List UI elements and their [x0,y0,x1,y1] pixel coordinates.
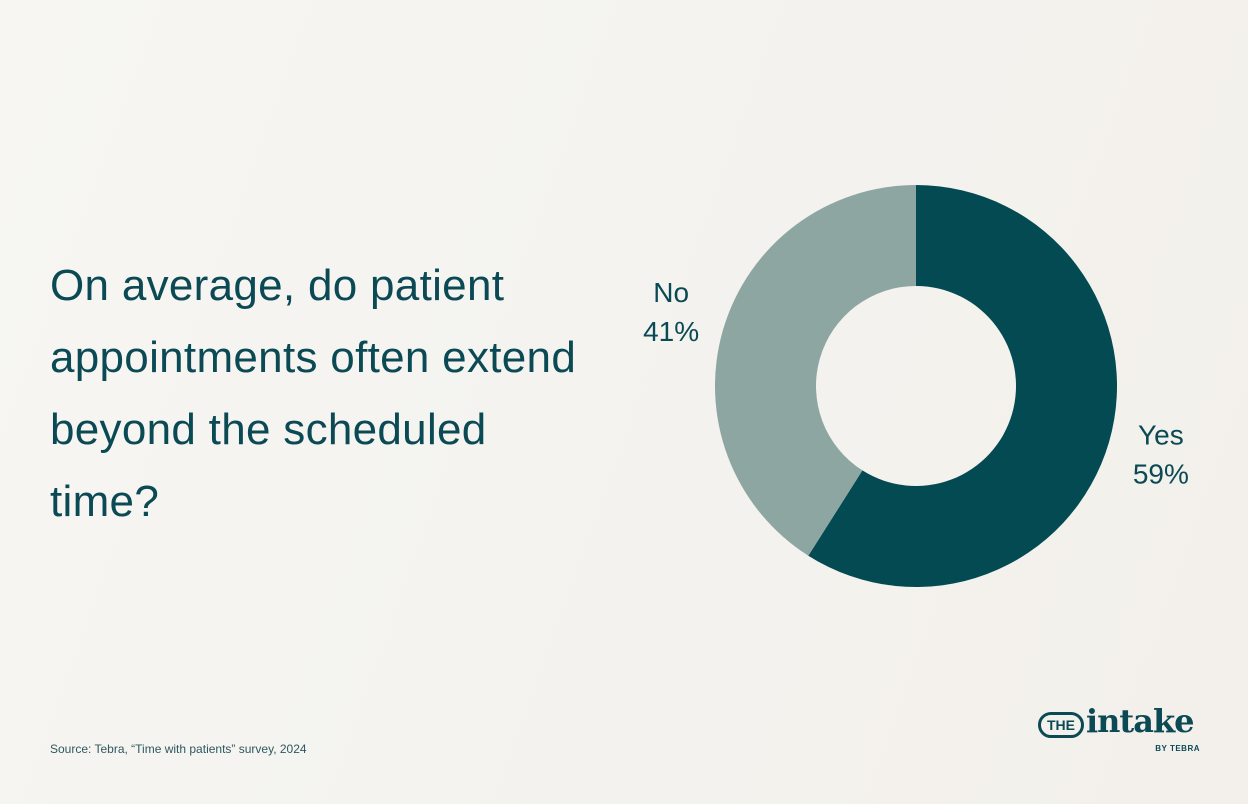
donut-slice [714,185,916,556]
slice-label: Yes [1138,420,1184,451]
value-label: 41% [643,316,699,347]
brand-name: intake [1086,702,1194,740]
brand-prefix: THE [1038,712,1084,738]
value-label: 59% [1133,459,1189,490]
brand-logo: THE intake BY TEBRA [1036,702,1200,760]
slice-label: No [653,277,689,308]
brand-byline: BY TEBRA [1155,744,1200,753]
source-note: Source: Tebra, “Time with patients” surv… [50,742,307,756]
donut-slice [808,185,1117,587]
chart-title: On average, do patient appointments ofte… [50,261,577,526]
